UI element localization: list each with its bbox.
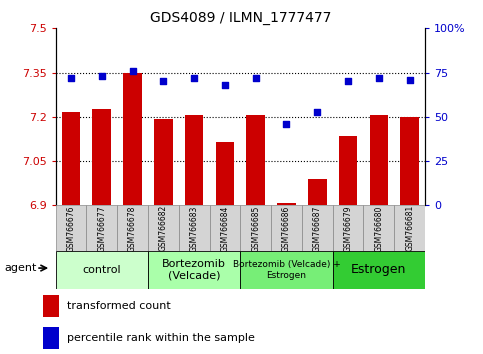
Point: [406, 77, 413, 82]
Bar: [364, 205, 394, 251]
Text: GSM766681: GSM766681: [405, 205, 414, 251]
Text: GSM766684: GSM766684: [220, 205, 229, 252]
Point: [190, 75, 198, 81]
Bar: [148, 205, 179, 251]
Bar: [333, 205, 364, 251]
Bar: [86, 205, 117, 251]
Bar: [123, 73, 142, 205]
Bar: [394, 205, 425, 251]
Bar: [43, 327, 59, 349]
Bar: [302, 205, 333, 251]
Bar: [271, 205, 302, 251]
Point: [98, 73, 106, 79]
Text: GSM766685: GSM766685: [251, 205, 260, 252]
Bar: [56, 251, 148, 289]
Point: [313, 109, 321, 114]
Bar: [241, 251, 333, 289]
Bar: [277, 203, 296, 205]
Text: control: control: [83, 265, 121, 275]
Bar: [148, 251, 241, 289]
Text: Bortezomib
(Velcade): Bortezomib (Velcade): [162, 259, 226, 281]
Text: GSM766676: GSM766676: [67, 205, 75, 252]
Text: GSM766686: GSM766686: [282, 205, 291, 252]
Text: GSM766679: GSM766679: [343, 205, 353, 252]
Point: [375, 75, 383, 81]
Point: [221, 82, 229, 88]
Text: percentile rank within the sample: percentile rank within the sample: [68, 333, 255, 343]
Bar: [333, 251, 425, 289]
Text: GSM766680: GSM766680: [374, 205, 384, 252]
Text: Estrogen: Estrogen: [351, 263, 407, 276]
Bar: [179, 205, 210, 251]
Bar: [62, 113, 80, 205]
Bar: [117, 205, 148, 251]
Bar: [400, 117, 419, 205]
Title: GDS4089 / ILMN_1777477: GDS4089 / ILMN_1777477: [150, 11, 331, 24]
Bar: [210, 205, 240, 251]
Bar: [56, 205, 86, 251]
Point: [128, 68, 136, 74]
Bar: [215, 142, 234, 205]
Text: agent: agent: [4, 263, 37, 273]
Text: GSM766677: GSM766677: [97, 205, 106, 252]
Point: [252, 75, 259, 81]
Point: [283, 121, 290, 127]
Bar: [43, 295, 59, 317]
Text: Bortezomib (Velcade) +
Estrogen: Bortezomib (Velcade) + Estrogen: [233, 260, 341, 280]
Bar: [369, 115, 388, 205]
Bar: [308, 179, 327, 205]
Bar: [185, 115, 203, 205]
Text: GSM766683: GSM766683: [190, 205, 199, 252]
Bar: [339, 136, 357, 205]
Bar: [92, 109, 111, 205]
Text: GSM766687: GSM766687: [313, 205, 322, 252]
Bar: [246, 115, 265, 205]
Point: [344, 79, 352, 84]
Bar: [154, 119, 172, 205]
Point: [67, 75, 75, 81]
Text: transformed count: transformed count: [68, 301, 171, 312]
Text: GSM766678: GSM766678: [128, 205, 137, 252]
Bar: [241, 205, 271, 251]
Text: GSM766682: GSM766682: [159, 205, 168, 251]
Point: [159, 79, 167, 84]
